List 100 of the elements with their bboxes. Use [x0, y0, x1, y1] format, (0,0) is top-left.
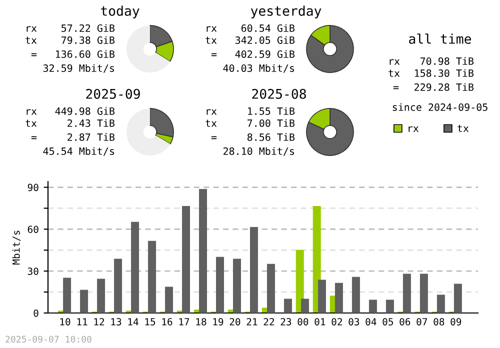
x-tick-label: 13 [111, 318, 122, 326]
bar [199, 188, 207, 313]
text: = [211, 53, 217, 56]
x-tick-label: 23 [280, 318, 292, 326]
x-tick-label: 03 [348, 318, 360, 326]
text: 449.98 GiB [55, 107, 115, 115]
text: 45.54 Mbit/s [43, 147, 114, 156]
chart-title: today [100, 6, 140, 18]
x-tick-label: 15 [145, 318, 156, 326]
chart-title: 2025-08 [252, 88, 306, 99]
text: tx [206, 36, 217, 44]
bar [284, 298, 292, 313]
x-tick-label: 18 [196, 318, 206, 326]
chart-title: yesterday [250, 6, 322, 18]
bar [97, 278, 106, 313]
text: 1.55 TiB [248, 107, 295, 115]
y-tick-label: 0 [34, 310, 38, 317]
x-tick-label: 11 [77, 318, 88, 326]
text: 229.28 TiB [414, 83, 474, 91]
text: 79.38 GiB [61, 36, 115, 44]
bar [402, 274, 411, 313]
text: 158.30 TiB [415, 69, 474, 77]
x-tick-label: 02 [332, 318, 342, 326]
y-tick-label: 30 [28, 268, 38, 275]
x-tick-label: 04 [366, 318, 376, 326]
bar [386, 300, 394, 313]
x-tick-label: 12 [94, 318, 104, 326]
x-tick-label: 19 [213, 318, 224, 326]
text: = [31, 53, 37, 56]
text: rx [206, 26, 217, 32]
bar [80, 290, 88, 313]
x-tick-label: 07 [416, 318, 428, 326]
y-tick-label: 60 [28, 226, 38, 234]
text: tx [26, 120, 37, 127]
bar [216, 256, 224, 313]
text: rx [206, 109, 217, 115]
donut-slice [126, 108, 170, 156]
text: all time [409, 34, 471, 44]
bar [334, 282, 343, 313]
bar [420, 274, 428, 313]
bar [250, 226, 258, 313]
bar [233, 258, 241, 313]
text: 57.22 GiB [62, 24, 115, 32]
text: 136.60 GiB [56, 50, 115, 58]
bar [296, 250, 304, 313]
text: 2.43 TiB [68, 119, 115, 127]
legend-label: tx [458, 124, 469, 132]
bar [131, 222, 140, 313]
text: = [393, 86, 399, 90]
donut-slice [306, 25, 354, 73]
text: 40.03 Mbit/s [223, 64, 294, 73]
donut-slice [306, 108, 354, 156]
legend-label: rx [408, 126, 419, 132]
text: tx [206, 120, 217, 127]
text: 7.00 TiB [248, 119, 295, 127]
bar [300, 298, 309, 313]
x-tick-label: 10 [60, 318, 70, 326]
bar [63, 278, 72, 313]
text: rx [26, 26, 37, 32]
text: 402.59 GiB [235, 50, 295, 58]
chart-title: 2025-09 [86, 88, 140, 99]
x-tick-label: 22 [264, 318, 274, 326]
text: since 2024-09-05 [392, 103, 488, 111]
x-tick-label: 14 [128, 318, 138, 326]
x-tick-label: 17 [179, 318, 190, 326]
text: 8.56 TiB [247, 133, 295, 141]
x-tick-label: 01 [314, 318, 326, 326]
bar [182, 206, 190, 313]
bar [114, 258, 122, 313]
x-tick-label: 05 [382, 318, 393, 326]
bar [266, 264, 275, 313]
text: = [211, 136, 217, 140]
x-tick-label: 09 [450, 318, 462, 326]
text: = [31, 136, 37, 140]
text: tx [26, 36, 37, 44]
text: 32.59 Mbit/s [43, 64, 114, 73]
text: tx [388, 70, 400, 77]
text: rx [26, 109, 37, 115]
bar [368, 300, 377, 313]
x-tick-label: 16 [162, 318, 172, 326]
y-axis-title: Mbit/s [12, 230, 21, 264]
bar [318, 280, 326, 313]
y-tick-label: 90 [28, 184, 38, 192]
bar [352, 276, 360, 313]
x-tick-label: 20 [230, 318, 240, 326]
bar [454, 284, 462, 313]
donut-slice [126, 25, 170, 73]
text: rx [390, 59, 400, 65]
bar [165, 286, 174, 313]
x-tick-label: 21 [246, 318, 258, 326]
x-tick-label: 08 [434, 318, 444, 326]
bar [148, 240, 156, 313]
x-tick-label: 00 [298, 318, 308, 326]
bar [436, 294, 445, 313]
text: 342.05 GiB [235, 36, 295, 44]
text: 2.87 TiB [68, 133, 115, 141]
text: 2025-09-07 10:00 [6, 336, 92, 343]
x-tick-label: 06 [400, 318, 410, 326]
text: 28.10 Mbit/s [224, 147, 294, 156]
text: 60.54 GiB [241, 24, 295, 32]
